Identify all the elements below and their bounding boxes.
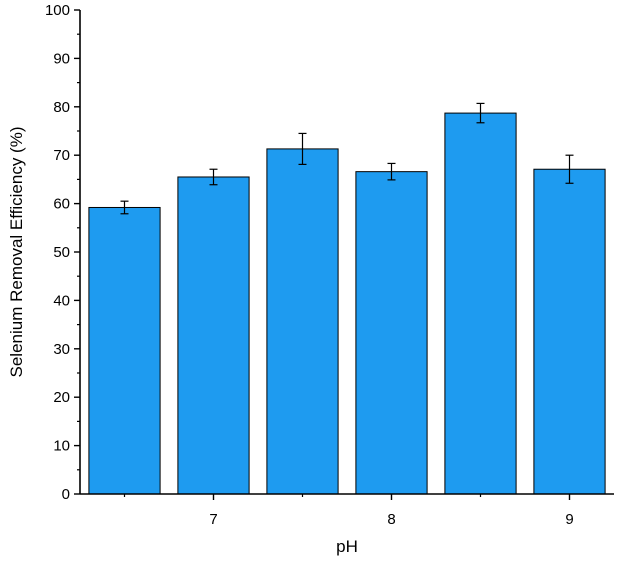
y-tick-label: 0 <box>62 486 70 503</box>
bar <box>266 148 339 495</box>
y-tick-label: 30 <box>53 341 70 358</box>
y-tick-label: 70 <box>53 147 70 164</box>
bar <box>355 171 428 495</box>
y-axis-title: Selenium Removal Efficiency (%) <box>7 127 26 378</box>
y-tick-label: 60 <box>53 196 70 213</box>
bar <box>88 206 161 495</box>
y-tick-label: 100 <box>45 2 70 19</box>
x-tick-label: 9 <box>565 511 573 528</box>
y-tick-label: 80 <box>53 99 70 116</box>
x-tick-label: 7 <box>209 511 217 528</box>
bar <box>533 168 606 495</box>
bar <box>444 112 517 495</box>
y-tick-label: 20 <box>53 389 70 406</box>
bars-group <box>88 112 606 495</box>
x-tick-label: 8 <box>387 511 395 528</box>
axes-group: 0 10 20 30 40 50 60 70 80 90 100 7 8 9 <box>45 2 614 528</box>
y-tick-label: 40 <box>53 292 70 309</box>
y-tick-label: 50 <box>53 244 70 261</box>
bar <box>177 176 250 495</box>
y-tick-label: 10 <box>53 438 70 455</box>
y-tick-label: 90 <box>53 50 70 67</box>
error-bars-group <box>120 102 574 215</box>
x-axis-title: pH <box>336 537 358 556</box>
